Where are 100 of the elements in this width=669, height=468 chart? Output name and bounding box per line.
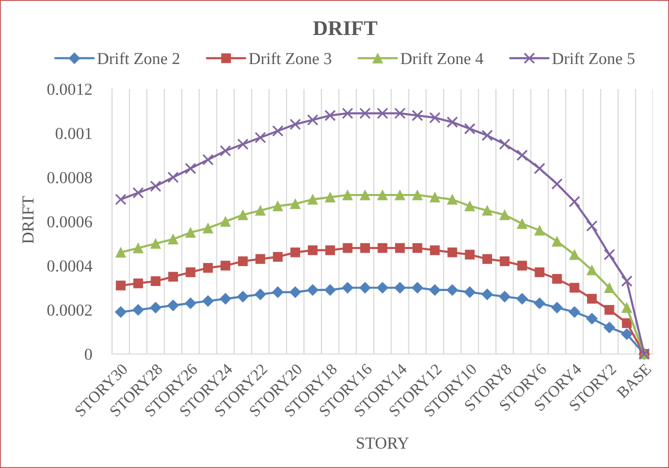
point <box>272 200 283 212</box>
point <box>150 180 162 192</box>
point <box>498 138 510 150</box>
point <box>220 293 232 305</box>
point <box>150 238 161 249</box>
point <box>359 108 371 119</box>
point <box>203 263 213 273</box>
point <box>342 190 353 200</box>
point <box>482 205 492 216</box>
legend-label: Drift Zone 5 <box>552 52 635 64</box>
point <box>202 154 214 166</box>
point <box>622 318 632 328</box>
point <box>324 284 336 296</box>
point <box>429 284 441 296</box>
point <box>534 297 546 309</box>
point <box>238 256 248 266</box>
point <box>255 205 266 216</box>
point <box>517 260 527 271</box>
point <box>534 225 545 236</box>
point <box>290 118 301 130</box>
point <box>500 256 510 266</box>
legend-label: Drift Zone 2 <box>97 52 180 64</box>
point <box>202 222 214 234</box>
point <box>167 172 179 184</box>
point <box>115 194 126 206</box>
point <box>220 260 230 271</box>
point <box>412 282 424 294</box>
y-tick-label: 0.0008 <box>47 172 92 184</box>
point <box>482 130 493 142</box>
point <box>133 278 144 288</box>
point <box>254 132 266 144</box>
point <box>220 145 232 157</box>
point <box>481 288 493 300</box>
point <box>238 210 248 220</box>
point <box>551 178 563 190</box>
point <box>586 220 598 232</box>
point <box>342 282 354 294</box>
point <box>516 218 528 229</box>
point <box>412 110 424 122</box>
point <box>569 249 580 260</box>
point <box>185 227 196 238</box>
point <box>534 267 544 278</box>
point <box>429 112 441 124</box>
point <box>184 162 196 174</box>
point <box>621 328 633 340</box>
y-tick-label: 0.0006 <box>47 216 92 228</box>
point <box>552 236 562 247</box>
point <box>376 108 388 119</box>
point <box>308 245 318 256</box>
legend-label: Drift Zone 3 <box>249 52 332 64</box>
point <box>167 300 179 312</box>
point <box>464 200 475 212</box>
point <box>447 248 458 258</box>
point <box>116 247 126 258</box>
point <box>394 190 406 200</box>
point <box>325 245 336 256</box>
point <box>307 194 318 205</box>
point <box>568 196 580 208</box>
y-tick-label: 0.0004 <box>47 260 92 272</box>
point <box>220 216 231 227</box>
point <box>184 297 196 309</box>
point <box>516 293 528 305</box>
y-tick-label: 0.001 <box>56 128 92 140</box>
point <box>132 187 144 198</box>
point <box>622 302 632 313</box>
point <box>290 248 300 258</box>
y-tick-label: 0.0012 <box>47 84 92 96</box>
point <box>168 234 178 244</box>
point <box>132 242 144 254</box>
point <box>377 190 388 200</box>
point <box>604 282 615 293</box>
point <box>150 302 162 314</box>
point <box>586 312 598 324</box>
point <box>272 125 284 137</box>
point <box>534 162 546 174</box>
point <box>132 304 144 316</box>
point <box>272 252 283 262</box>
point <box>464 250 475 260</box>
point <box>587 294 597 304</box>
point <box>516 150 528 161</box>
point <box>498 290 510 302</box>
y-axis-title: DRIFT <box>22 196 34 244</box>
point <box>604 248 616 260</box>
point <box>447 194 458 205</box>
point <box>237 290 249 302</box>
point <box>290 198 300 210</box>
point <box>586 264 598 276</box>
y-tick-label: 0.0002 <box>47 304 92 316</box>
point <box>412 243 422 253</box>
point <box>464 286 476 298</box>
point <box>430 245 440 256</box>
point <box>376 282 388 294</box>
point <box>186 267 196 278</box>
point <box>604 322 616 334</box>
point <box>359 282 371 294</box>
point <box>254 288 266 300</box>
point <box>306 114 318 126</box>
point <box>464 123 476 134</box>
point <box>360 243 370 253</box>
point <box>255 254 266 264</box>
